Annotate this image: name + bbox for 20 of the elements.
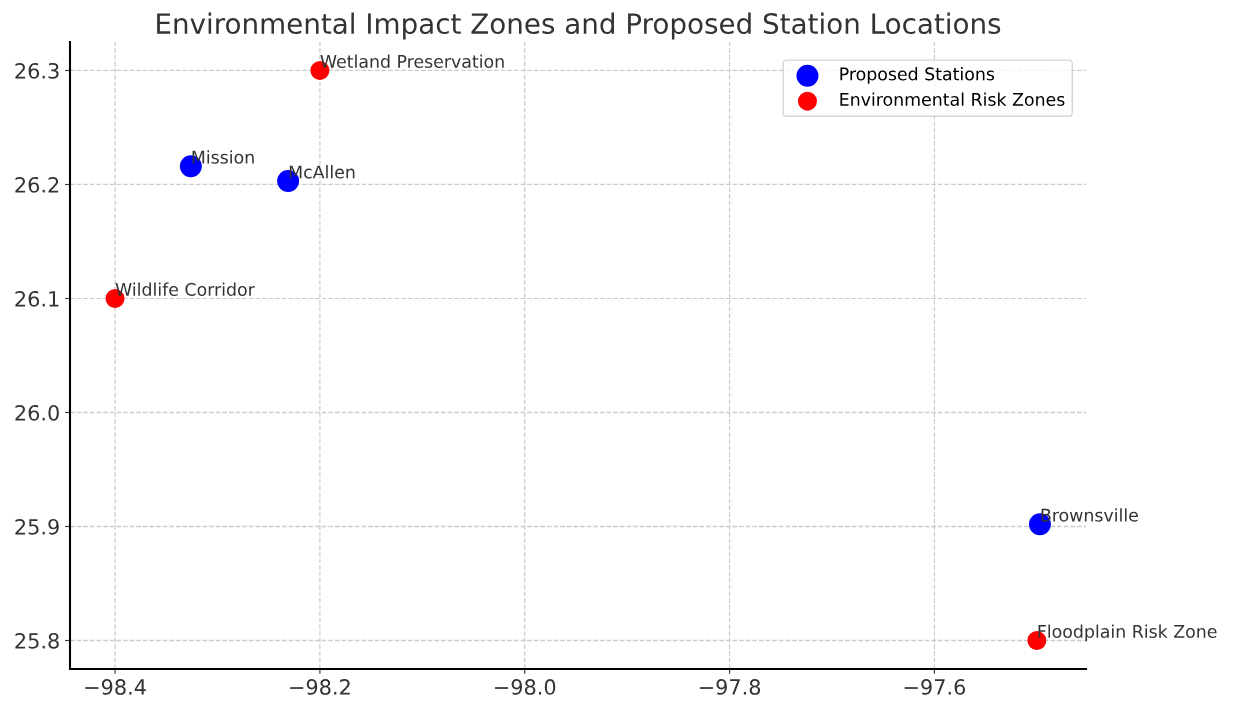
legend-label: Environmental Risk Zones [840, 92, 1065, 106]
y-tick-label: 25.8 [15, 632, 59, 649]
legend-label: Proposed Stations [840, 67, 995, 84]
annotation: Wetland Preservation [320, 54, 504, 68]
chart-title: Environmental Impact Zones and Proposed Station Locations [157, 12, 1001, 40]
x-tick-label: −98.0 [495, 679, 556, 695]
y-tick-label: 26.0 [15, 404, 59, 421]
annotation: Wildlife Corridor [115, 282, 255, 296]
x-tick-label: −98.4 [85, 679, 146, 695]
y-tick-label: 26.2 [15, 176, 59, 193]
annotation: McAllen [289, 165, 355, 179]
y-tick-label: 26.1 [15, 290, 59, 307]
x-tick-label: −97.6 [904, 679, 966, 695]
y-tick-label: 26.3 [15, 62, 59, 79]
x-tick-label: −98.2 [290, 679, 350, 695]
annotation: Floodplain Risk Zone [1038, 624, 1217, 642]
y-tick-label: 25.9 [15, 518, 59, 535]
annotation: Brownsville [1041, 508, 1138, 522]
annotation: Mission [192, 150, 254, 164]
x-tick-label: −97.8 [699, 679, 761, 695]
